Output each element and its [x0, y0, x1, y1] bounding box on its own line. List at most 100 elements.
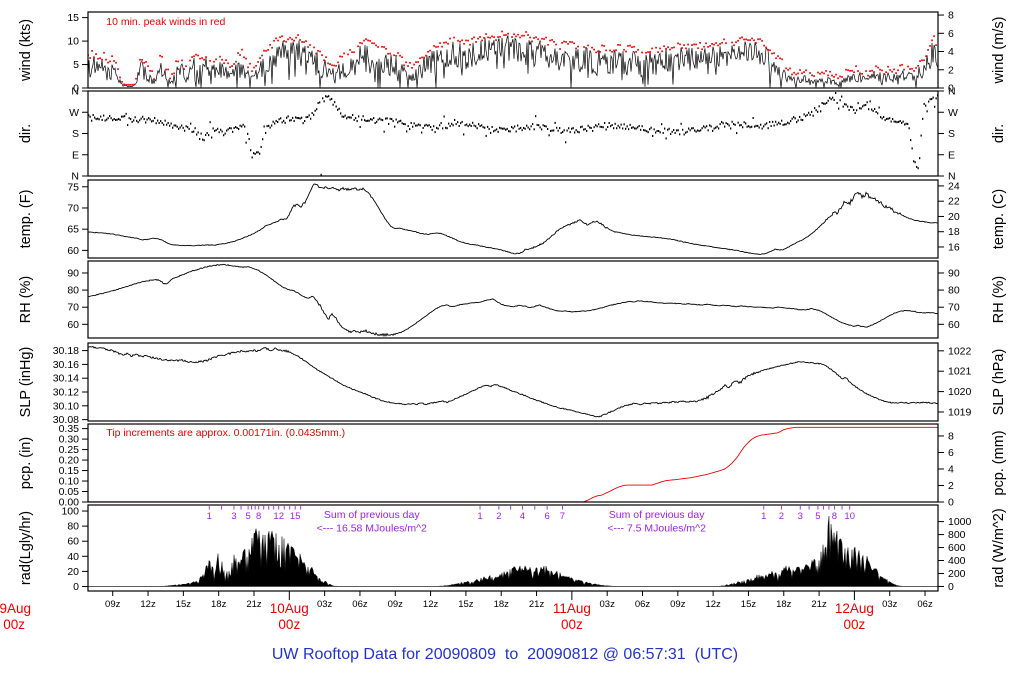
svg-text:0: 0: [73, 581, 79, 593]
svg-text:0.10: 0.10: [59, 476, 80, 488]
svg-text:09z: 09z: [105, 599, 121, 610]
svg-text:6: 6: [948, 28, 954, 40]
svg-text:15z: 15z: [176, 599, 192, 610]
temp-series: [88, 183, 938, 255]
svg-text:06z: 06z: [635, 599, 651, 610]
temp-panel-frame: [87, 179, 939, 259]
x-axis: 09z 12z 15z 18z 21z 03z 06z 09z 12z 15z 18z 21z 03z 0…: [0, 591, 933, 632]
svg-text:7: 7: [560, 511, 565, 522]
svg-text:1: 1: [761, 511, 766, 522]
svg-text:09z: 09z: [388, 599, 404, 610]
wind-panel-frame: [87, 11, 939, 89]
svg-text:3: 3: [798, 511, 803, 522]
svg-text:200: 200: [948, 568, 966, 580]
rh-right-axis: 60 70 80 90: [938, 267, 960, 331]
panel-slp: 30.0830.1030.1230.1430.1630.181019102010…: [18, 342, 1007, 426]
svg-text:1021: 1021: [948, 366, 972, 378]
svg-text:00z: 00z: [278, 617, 300, 632]
svg-text:1000: 1000: [948, 516, 972, 528]
svg-text:0: 0: [948, 497, 954, 509]
dir-panel-frame: [87, 90, 939, 177]
svg-text:2: 2: [948, 64, 954, 76]
svg-text:N: N: [948, 86, 956, 98]
svg-text:00z: 00z: [844, 617, 866, 632]
svg-text:5: 5: [73, 59, 79, 71]
svg-text:16: 16: [948, 241, 960, 253]
svg-text:30.16: 30.16: [53, 359, 79, 371]
svg-text:8: 8: [256, 511, 261, 522]
rad-mj-marks-day1: 1 3 5 8 12 15: [207, 506, 302, 522]
svg-text:S: S: [948, 128, 955, 140]
panel-temp: 60 65 70 75 16 18 20 22 24 temp. (F) temp. (C): [18, 179, 1007, 259]
rad-annotation-0-line-1: <--- 16.58 MJoules/m^2: [317, 523, 427, 535]
dir-right-axis-title: dir.: [991, 124, 1007, 143]
svg-text:15z: 15z: [741, 599, 757, 610]
svg-text:N: N: [71, 86, 79, 98]
svg-text:18: 18: [948, 226, 960, 238]
svg-text:65: 65: [67, 224, 79, 236]
rad-mj-marks-day3: 1 2 3 5 8 10: [761, 506, 855, 522]
svg-text:18z: 18z: [494, 599, 510, 610]
chart-title: UW Rooftop Data for 20090809 to 20090812…: [271, 646, 739, 663]
svg-text:10: 10: [67, 36, 79, 48]
svg-text:0.15: 0.15: [59, 465, 80, 477]
dir-series: [88, 92, 938, 176]
svg-text:2: 2: [948, 480, 954, 492]
wind-right-axis-title: wind (m/s): [991, 17, 1007, 85]
svg-text:0: 0: [948, 83, 954, 95]
svg-text:15z: 15z: [458, 599, 474, 610]
temp-left-axis: 60 65 70 75: [67, 181, 88, 257]
svg-text:21z: 21z: [811, 599, 827, 610]
svg-text:0.35: 0.35: [59, 423, 80, 435]
svg-text:2: 2: [496, 511, 501, 522]
svg-text:6: 6: [544, 511, 549, 522]
svg-text:1019: 1019: [948, 406, 972, 418]
svg-text:600: 600: [948, 542, 966, 554]
svg-text:15: 15: [67, 12, 79, 24]
svg-text:E: E: [72, 149, 79, 161]
svg-text:12: 12: [273, 511, 284, 522]
svg-text:10: 10: [844, 511, 855, 522]
rh-series: [88, 263, 938, 337]
rad-left-axis: 0 20 40 60 80 100: [61, 506, 88, 593]
svg-text:8: 8: [948, 10, 954, 22]
svg-text:18z: 18z: [776, 599, 792, 610]
pcp-left-axis: 0.000.050.100.150.200.250.300.35: [59, 423, 88, 509]
svg-text:30.18: 30.18: [53, 345, 79, 357]
svg-text:20: 20: [67, 566, 79, 578]
panel-rad: 02040608010002004006008001000rad(Lgly/hr…: [18, 504, 1007, 593]
svg-text:12z: 12z: [140, 599, 156, 610]
temp-right-axis: 16 18 20 22 24: [938, 180, 960, 253]
svg-text:30.10: 30.10: [53, 400, 79, 412]
rad-annotation-0-line-0: Sum of previous day: [324, 509, 420, 521]
svg-text:60: 60: [67, 245, 79, 257]
pcp-annotation-0-line-0: Tip increments are approx. 0.00171in. (0…: [106, 427, 345, 439]
svg-text:21z: 21z: [529, 599, 545, 610]
svg-text:03z: 03z: [600, 599, 616, 610]
svg-text:2: 2: [779, 511, 784, 522]
svg-text:80: 80: [948, 285, 960, 297]
svg-text:09z: 09z: [670, 599, 686, 610]
svg-text:8: 8: [948, 430, 954, 442]
slp-left-axis-title: SLP (inHg): [18, 347, 34, 418]
svg-text:24: 24: [948, 180, 960, 192]
svg-text:0.20: 0.20: [59, 455, 80, 467]
svg-text:18z: 18z: [211, 599, 227, 610]
svg-text:80: 80: [67, 285, 79, 297]
pcp-panel-frame: [87, 423, 939, 503]
temp-left-axis-title: temp. (F): [18, 190, 34, 249]
svg-text:12z: 12z: [705, 599, 721, 610]
temp-right-axis-title: temp. (C): [991, 189, 1007, 249]
svg-text:W: W: [69, 107, 79, 119]
svg-text:5: 5: [245, 511, 250, 522]
slp-right-axis-title: SLP (hPa): [991, 349, 1007, 416]
panel-wind: 0 5 10 15 0 2 4 6 8 wind (kts) wind (m/s) 10 min. p…: [18, 10, 1007, 95]
svg-text:60: 60: [948, 319, 960, 331]
svg-text:5: 5: [815, 511, 820, 522]
